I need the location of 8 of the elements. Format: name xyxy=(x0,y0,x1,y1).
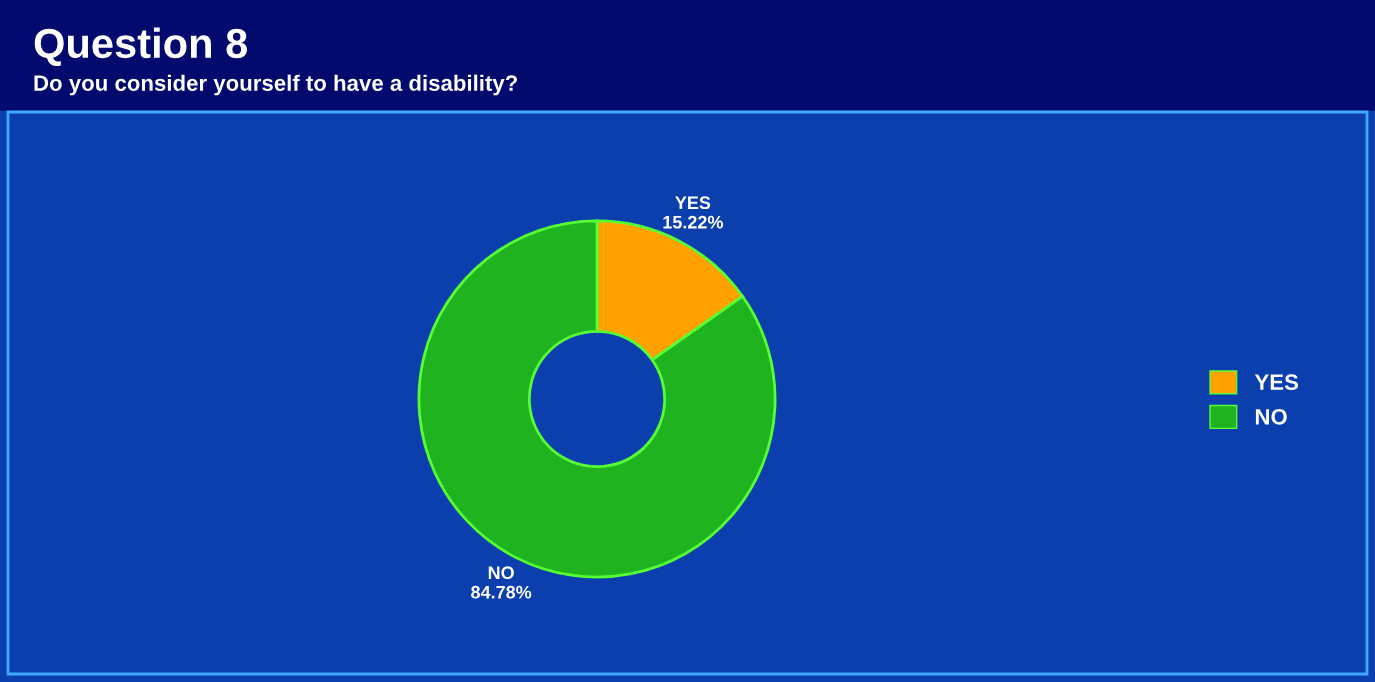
slice-label: NO xyxy=(488,566,514,580)
legend-label: YES xyxy=(1254,374,1299,391)
chart-title: Question 8 xyxy=(34,27,248,66)
legend-label: NO xyxy=(1255,408,1287,425)
chart-subtitle: Do you consider yourself to have a disability? xyxy=(34,74,518,96)
slice-label: YES xyxy=(675,196,711,210)
data-label: 15.22% xyxy=(663,215,724,229)
data-label: 84.78% xyxy=(471,585,532,599)
